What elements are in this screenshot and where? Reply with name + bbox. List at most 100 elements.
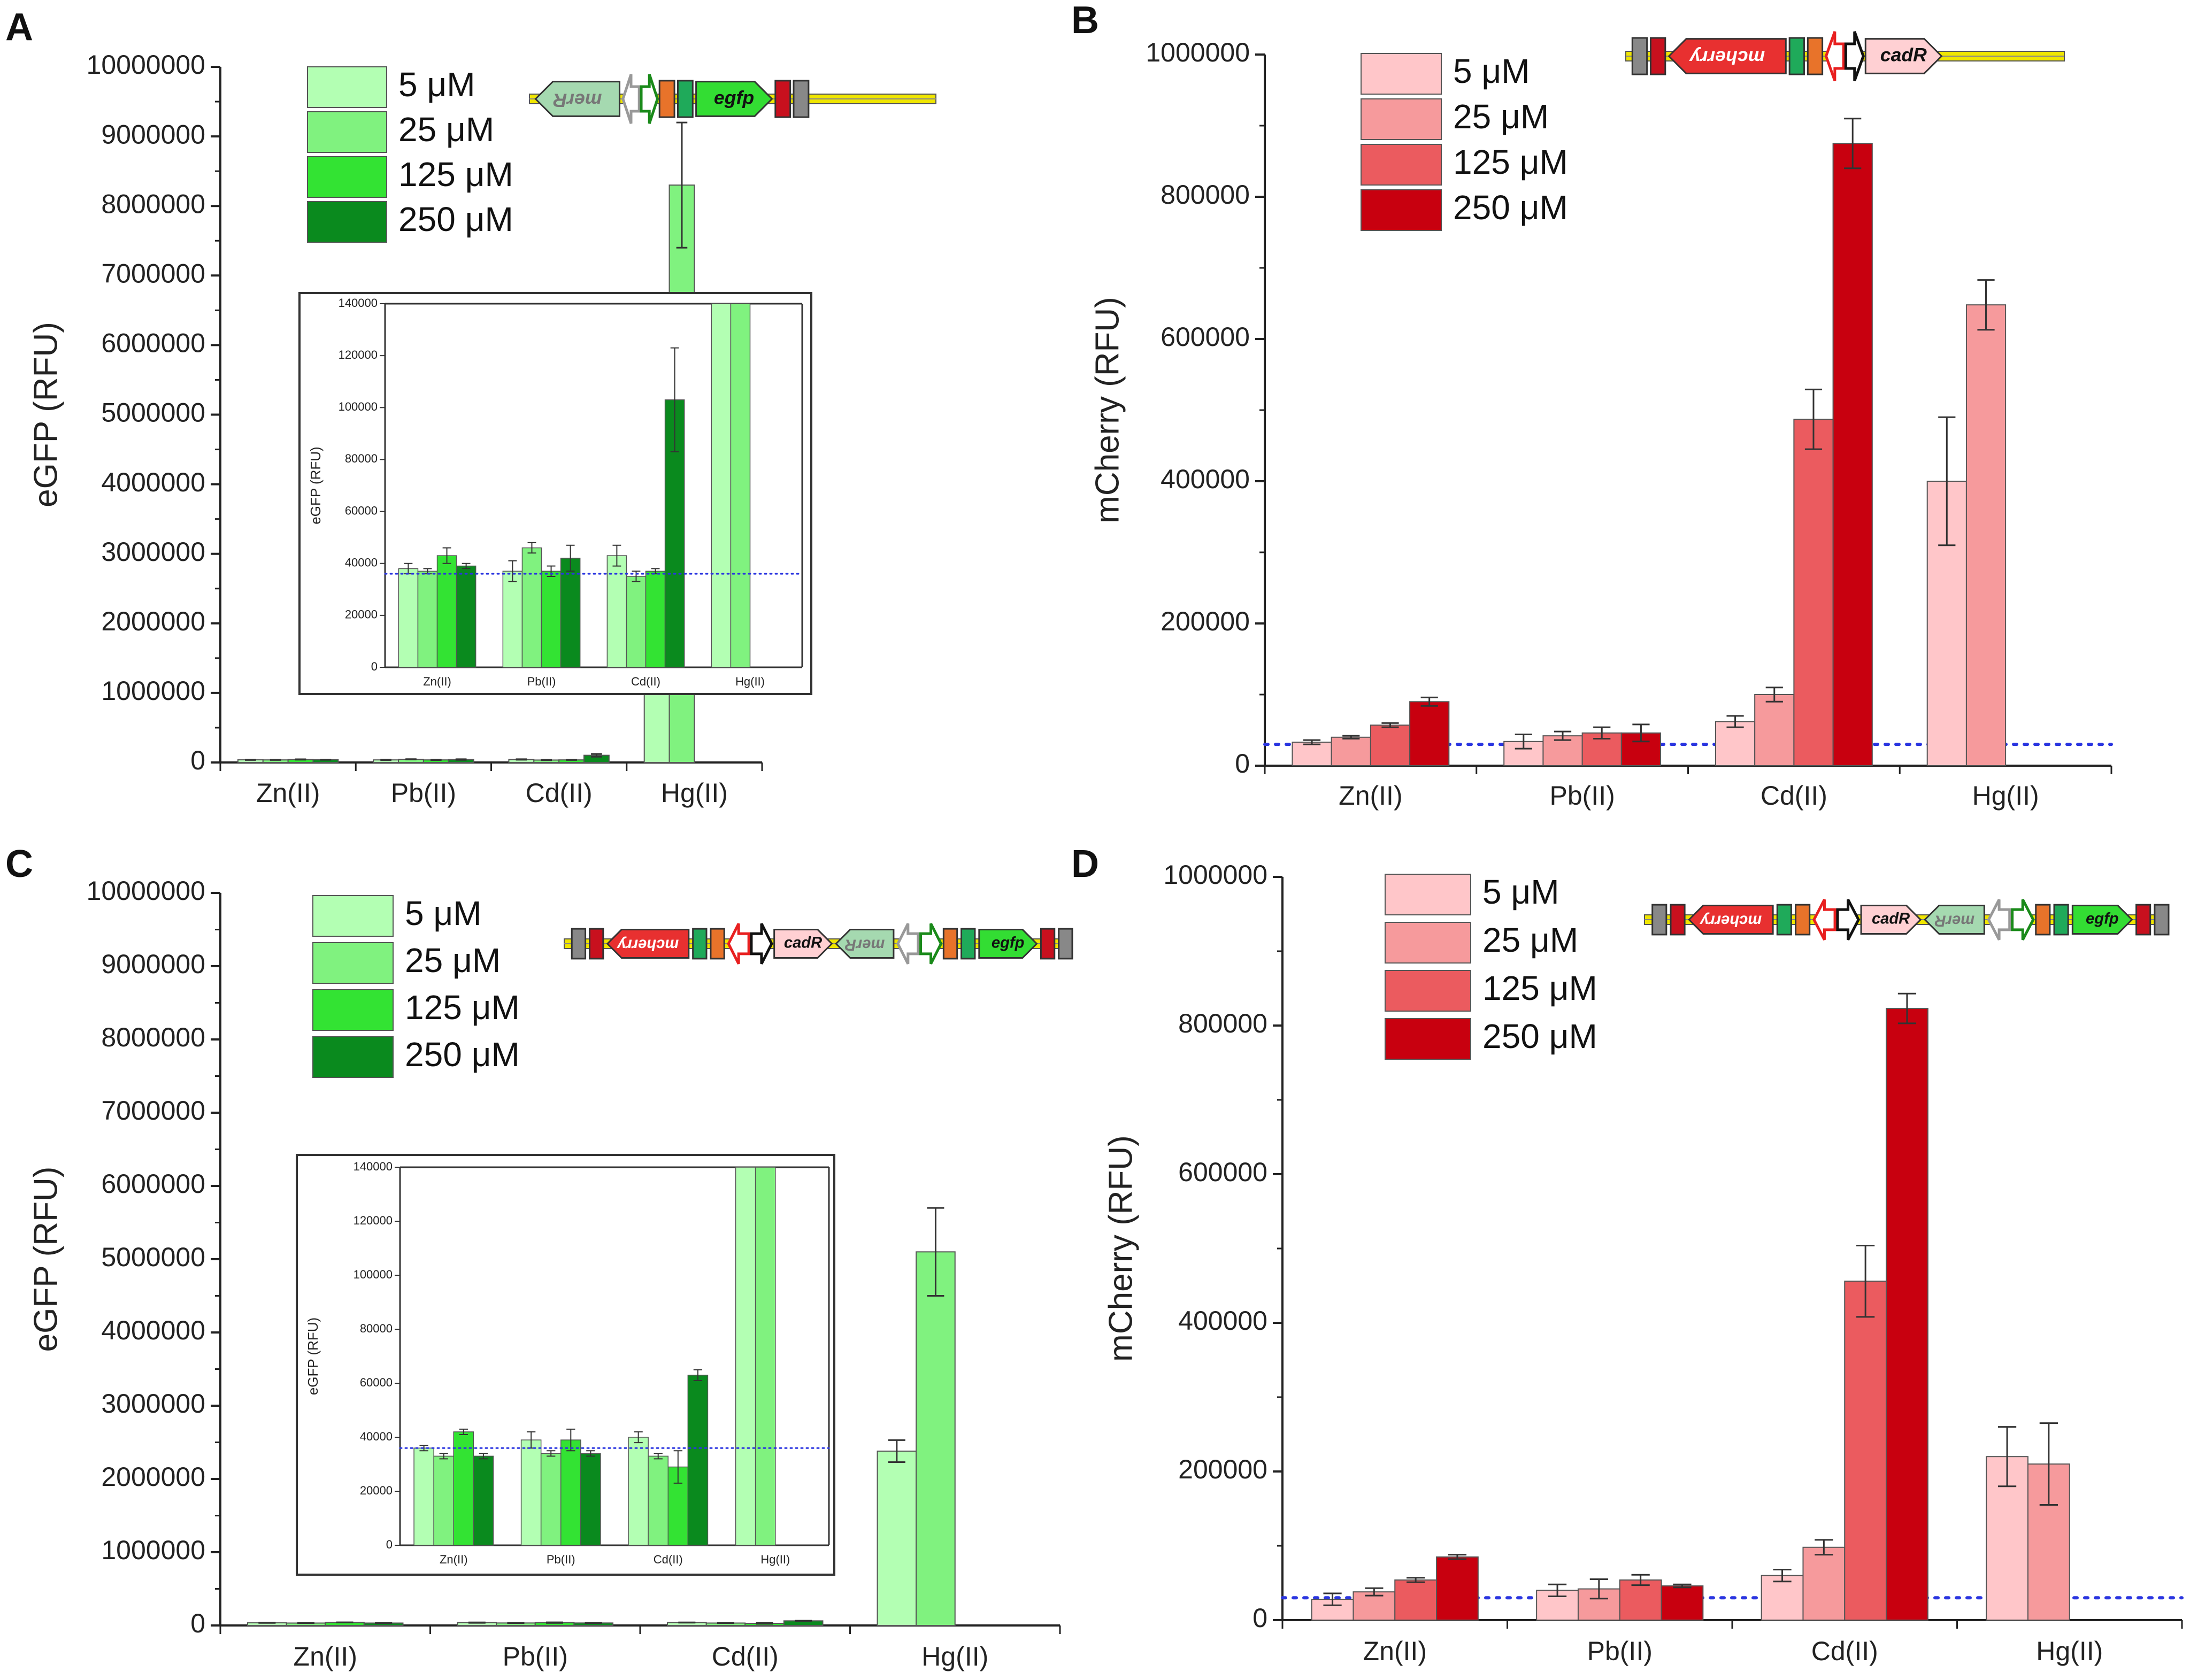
inset-y-tick-label: 100000 — [354, 1268, 393, 1281]
bar-pbii-3 — [541, 571, 562, 668]
y-tick-label: 0 — [190, 1608, 205, 1638]
bar-cdii-1 — [606, 555, 627, 668]
gene-label: mcherry — [616, 936, 679, 953]
legend-label: 250 μM — [1482, 1017, 1597, 1055]
gene-arrow — [978, 928, 1038, 959]
gene-label: merR — [553, 90, 602, 111]
gene-arrow — [606, 928, 690, 959]
bar-znii-4 — [1409, 701, 1450, 767]
construct-part — [589, 928, 604, 960]
construct-part — [1631, 37, 1648, 75]
panel-a: A010000002000000300000040000005000000600… — [5, 6, 936, 808]
gene-label: egfp — [714, 87, 754, 108]
gene-label: cadR — [1872, 911, 1910, 928]
gene-arrow — [534, 81, 620, 117]
y-tick-label: 400000 — [1161, 464, 1250, 494]
inset-y-axis-title: eGFP (RFU) — [308, 446, 324, 524]
bar-hgii-1 — [735, 1167, 756, 1546]
y-tick-label: 4000000 — [101, 1315, 205, 1345]
panel-letter: C — [5, 843, 33, 885]
inset-y-tick-label: 140000 — [354, 1160, 393, 1173]
bar-cdii-1 — [628, 1437, 649, 1546]
bar-pbii-4 — [580, 1453, 601, 1546]
category-label: Hg(II) — [661, 778, 728, 808]
inset-y-tick-label: 20000 — [360, 1484, 393, 1497]
gene-arrow — [773, 928, 833, 959]
inset-y-tick-label: 60000 — [360, 1376, 393, 1389]
legend-swatch — [1385, 970, 1471, 1012]
gene-arrow — [1668, 38, 1787, 74]
legend-label: 125 μM — [1482, 969, 1597, 1007]
gene-arrow — [1924, 904, 1985, 935]
panel-letter: D — [1071, 843, 1099, 885]
category-label: Cd(II) — [1761, 781, 1827, 811]
promoter-arrow — [896, 923, 920, 965]
y-tick-label: 6000000 — [101, 328, 205, 358]
legend-label: 25 μM — [1482, 921, 1578, 959]
bar-znii-1 — [1292, 742, 1332, 766]
bar-pbii-3 — [1619, 1579, 1662, 1621]
y-tick-label: 7000000 — [101, 1096, 205, 1126]
construct-part — [1670, 904, 1686, 936]
construct-part — [571, 928, 587, 960]
bar-znii-4 — [1436, 1556, 1479, 1621]
legend-swatch — [1361, 98, 1442, 140]
bar-znii-3 — [453, 1431, 474, 1546]
legend-swatch — [1361, 144, 1442, 186]
promoter-arrow — [2011, 899, 2035, 941]
legend-label: 5 μM — [1482, 873, 1559, 911]
category-label: Pb(II) — [1587, 1636, 1653, 1666]
inset-chart: 0 20000 40000 60000 80000 100000 120000 140000 e… — [296, 1154, 835, 1576]
y-tick-label: 200000 — [1178, 1454, 1267, 1484]
bar-cdii-3 — [645, 571, 666, 668]
bar-pbii-2 — [540, 1453, 562, 1546]
inset-y-tick-label: 0 — [371, 660, 378, 673]
legend-swatch — [312, 989, 394, 1031]
genetic-construct: merR egfp — [529, 74, 936, 124]
category-label: Cd(II) — [712, 1642, 779, 1671]
construct-part — [1807, 37, 1824, 75]
legend-swatch — [312, 1036, 394, 1078]
inset-y-tick-label: 140000 — [339, 296, 378, 310]
construct-part — [960, 928, 976, 960]
y-tick-label: 8000000 — [101, 189, 205, 219]
bar-cdii-2 — [626, 576, 647, 668]
construct-part — [793, 80, 810, 118]
y-tick-label: 7000000 — [101, 259, 205, 289]
legend-label: 125 μM — [405, 988, 520, 1027]
panel-c: C010000002000000300000040000005000000600… — [5, 843, 1073, 1671]
legend-label: 250 μM — [398, 200, 513, 238]
promoter-arrow — [1836, 899, 1860, 941]
bar-znii-3 — [1370, 725, 1411, 766]
bar-hgii-2 — [1965, 304, 2007, 766]
category-label: Pb(II) — [1550, 781, 1615, 811]
category-label: Hg(II) — [2036, 1636, 2103, 1666]
category-label: Hg(II) — [1972, 781, 2039, 811]
y-tick-label: 3000000 — [101, 1389, 205, 1419]
legend-swatch — [307, 111, 387, 153]
category-label: Cd(II) — [526, 778, 593, 808]
gene-label: cadR — [1880, 44, 1927, 65]
y-tick-label: 0 — [190, 745, 205, 775]
bar-hgii-2 — [730, 303, 751, 668]
construct-part — [2035, 904, 2051, 936]
bar-hgii-1 — [711, 303, 732, 668]
promoter-arrow — [1824, 31, 1845, 81]
bar-cdii-2 — [1754, 694, 1795, 766]
legend-label: 250 μM — [1453, 188, 1568, 227]
bar-cdii-3 — [1793, 419, 1834, 766]
gene-arrow — [2071, 904, 2133, 935]
bar-cdii-2 — [648, 1455, 668, 1546]
construct-part — [2053, 904, 2069, 936]
gene-arrow — [1688, 904, 1774, 935]
y-tick-label: 4000000 — [101, 467, 205, 497]
promoter-arrow — [621, 74, 641, 124]
category-label: Cd(II) — [1811, 1636, 1878, 1666]
y-tick-label: 0 — [1252, 1603, 1267, 1633]
bar-pbii-1 — [520, 1439, 542, 1546]
legend-label: 5 μM — [1453, 52, 1530, 90]
construct-part — [2154, 904, 2170, 936]
legend-label: 5 μM — [398, 65, 475, 104]
bar-znii-1 — [398, 568, 419, 668]
